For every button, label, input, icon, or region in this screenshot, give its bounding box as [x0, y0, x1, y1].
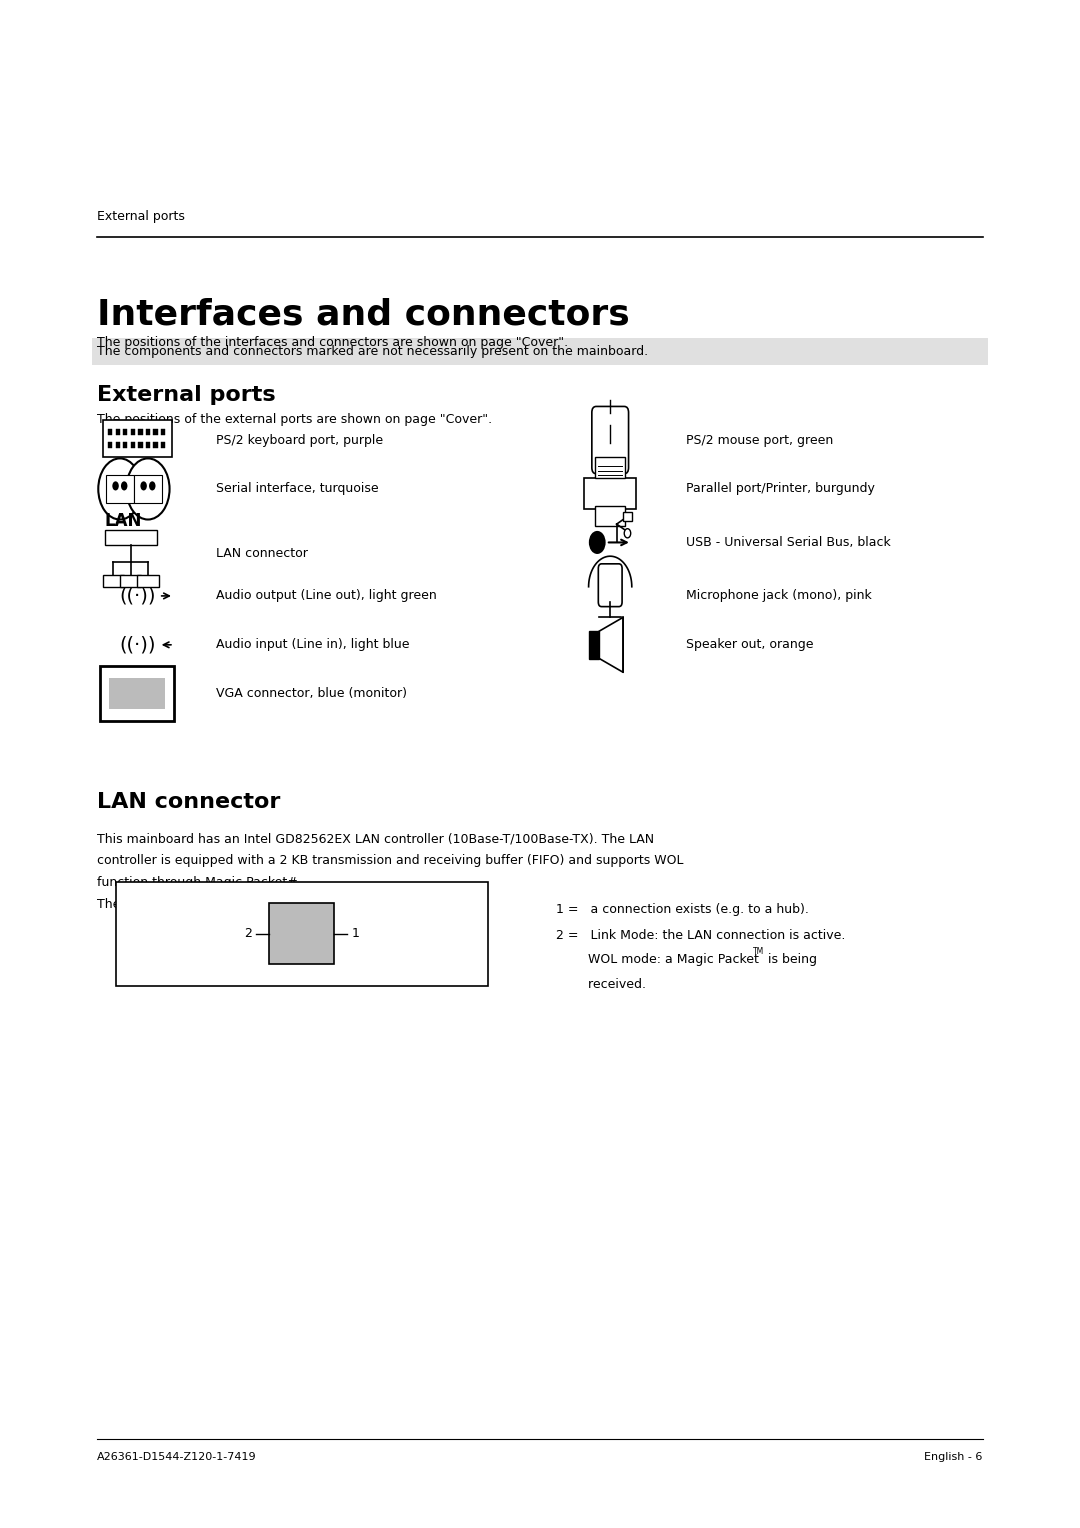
Text: PS/2 mouse port, green: PS/2 mouse port, green	[686, 434, 833, 446]
Text: The LAN RJ45 connector has two LEDs (light emitting diodes).: The LAN RJ45 connector has two LEDs (lig…	[97, 898, 484, 912]
Bar	[100, 666, 174, 721]
Bar	[108, 429, 112, 435]
Bar	[146, 429, 150, 435]
Text: USB - Universal Serial Bus, black: USB - Universal Serial Bus, black	[686, 536, 891, 549]
FancyBboxPatch shape	[598, 564, 622, 607]
Text: External ports: External ports	[97, 385, 275, 405]
Polygon shape	[589, 631, 599, 659]
Text: Audio output (Line out), light green: Audio output (Line out), light green	[216, 590, 436, 602]
Bar	[116, 882, 488, 986]
Circle shape	[112, 481, 119, 490]
Text: Audio input (Line in), light blue: Audio input (Line in), light blue	[216, 639, 409, 651]
Bar	[106, 475, 134, 503]
Bar	[153, 442, 158, 448]
Text: A26361-D1544-Z120-1-7419: A26361-D1544-Z120-1-7419	[97, 1452, 257, 1462]
Text: VGA connector, blue (monitor): VGA connector, blue (monitor)	[216, 688, 407, 700]
Bar	[103, 575, 124, 587]
Text: LAN connector: LAN connector	[216, 547, 308, 559]
Bar	[120, 575, 141, 587]
FancyBboxPatch shape	[592, 406, 629, 474]
Text: 1: 1	[352, 927, 360, 940]
Text: 2 =   Link Mode: the LAN connection is active.: 2 = Link Mode: the LAN connection is act…	[556, 929, 846, 941]
Text: External ports: External ports	[97, 209, 185, 223]
Circle shape	[121, 481, 127, 490]
Bar	[270, 903, 335, 964]
Bar	[595, 457, 625, 478]
Text: English - 6: English - 6	[924, 1452, 983, 1462]
Bar	[123, 429, 127, 435]
Bar	[138, 429, 143, 435]
Bar	[116, 429, 120, 435]
Bar	[146, 442, 150, 448]
Text: This mainboard has an Intel GD82562EX LAN controller (10Base-T/100Base-TX). The : This mainboard has an Intel GD82562EX LA…	[97, 833, 654, 847]
Bar	[153, 429, 158, 435]
Bar	[109, 678, 165, 709]
Text: ((·)): ((·))	[119, 636, 156, 654]
Bar	[161, 442, 165, 448]
Text: Serial interface, turquoise: Serial interface, turquoise	[216, 483, 379, 495]
Bar	[108, 442, 112, 448]
Text: LAN: LAN	[105, 512, 143, 530]
Text: Speaker out, orange: Speaker out, orange	[686, 639, 813, 651]
Text: TM: TM	[753, 947, 764, 957]
Text: is being: is being	[768, 953, 816, 966]
Text: Parallel port/Printer, burgundy: Parallel port/Printer, burgundy	[686, 483, 875, 495]
Text: PS/2 keyboard port, purple: PS/2 keyboard port, purple	[216, 434, 383, 446]
Bar	[123, 442, 127, 448]
Bar	[161, 429, 165, 435]
Circle shape	[98, 458, 141, 520]
Bar	[103, 420, 172, 457]
Bar	[595, 506, 625, 526]
Bar	[623, 512, 632, 521]
Bar	[134, 475, 162, 503]
Bar	[92, 338, 988, 365]
Bar	[137, 575, 159, 587]
Bar	[116, 442, 120, 448]
Circle shape	[126, 458, 170, 520]
Text: controller is equipped with a 2 KB transmission and receiving buffer (FIFO) and : controller is equipped with a 2 KB trans…	[97, 854, 684, 868]
Text: function through Magic Packet# .: function through Magic Packet# .	[97, 876, 306, 889]
Bar	[131, 429, 135, 435]
Bar	[584, 478, 636, 509]
Text: 1 =   a connection exists (e.g. to a hub).: 1 = a connection exists (e.g. to a hub).	[556, 903, 809, 915]
Text: Microphone jack (mono), pink: Microphone jack (mono), pink	[686, 590, 872, 602]
Bar	[105, 530, 157, 545]
Circle shape	[140, 481, 147, 490]
Circle shape	[149, 481, 156, 490]
Bar	[138, 442, 143, 448]
Bar	[131, 442, 135, 448]
Text: The components and connectors marked are not necessarily present on the mainboar: The components and connectors marked are…	[97, 345, 648, 358]
Text: LAN connector: LAN connector	[97, 792, 281, 811]
Text: ((·)): ((·))	[119, 587, 156, 605]
Text: received.: received.	[556, 978, 646, 990]
Circle shape	[624, 529, 631, 538]
Text: The positions of the external ports are shown on page "Cover".: The positions of the external ports are …	[97, 413, 492, 426]
Circle shape	[590, 532, 605, 553]
Text: 2: 2	[244, 927, 252, 940]
Text: The positions of the interfaces and connectors are shown on page "Cover".: The positions of the interfaces and conn…	[97, 336, 568, 350]
Text: Interfaces and connectors: Interfaces and connectors	[97, 298, 630, 332]
Text: WOL mode: a Magic Packet: WOL mode: a Magic Packet	[556, 953, 759, 966]
